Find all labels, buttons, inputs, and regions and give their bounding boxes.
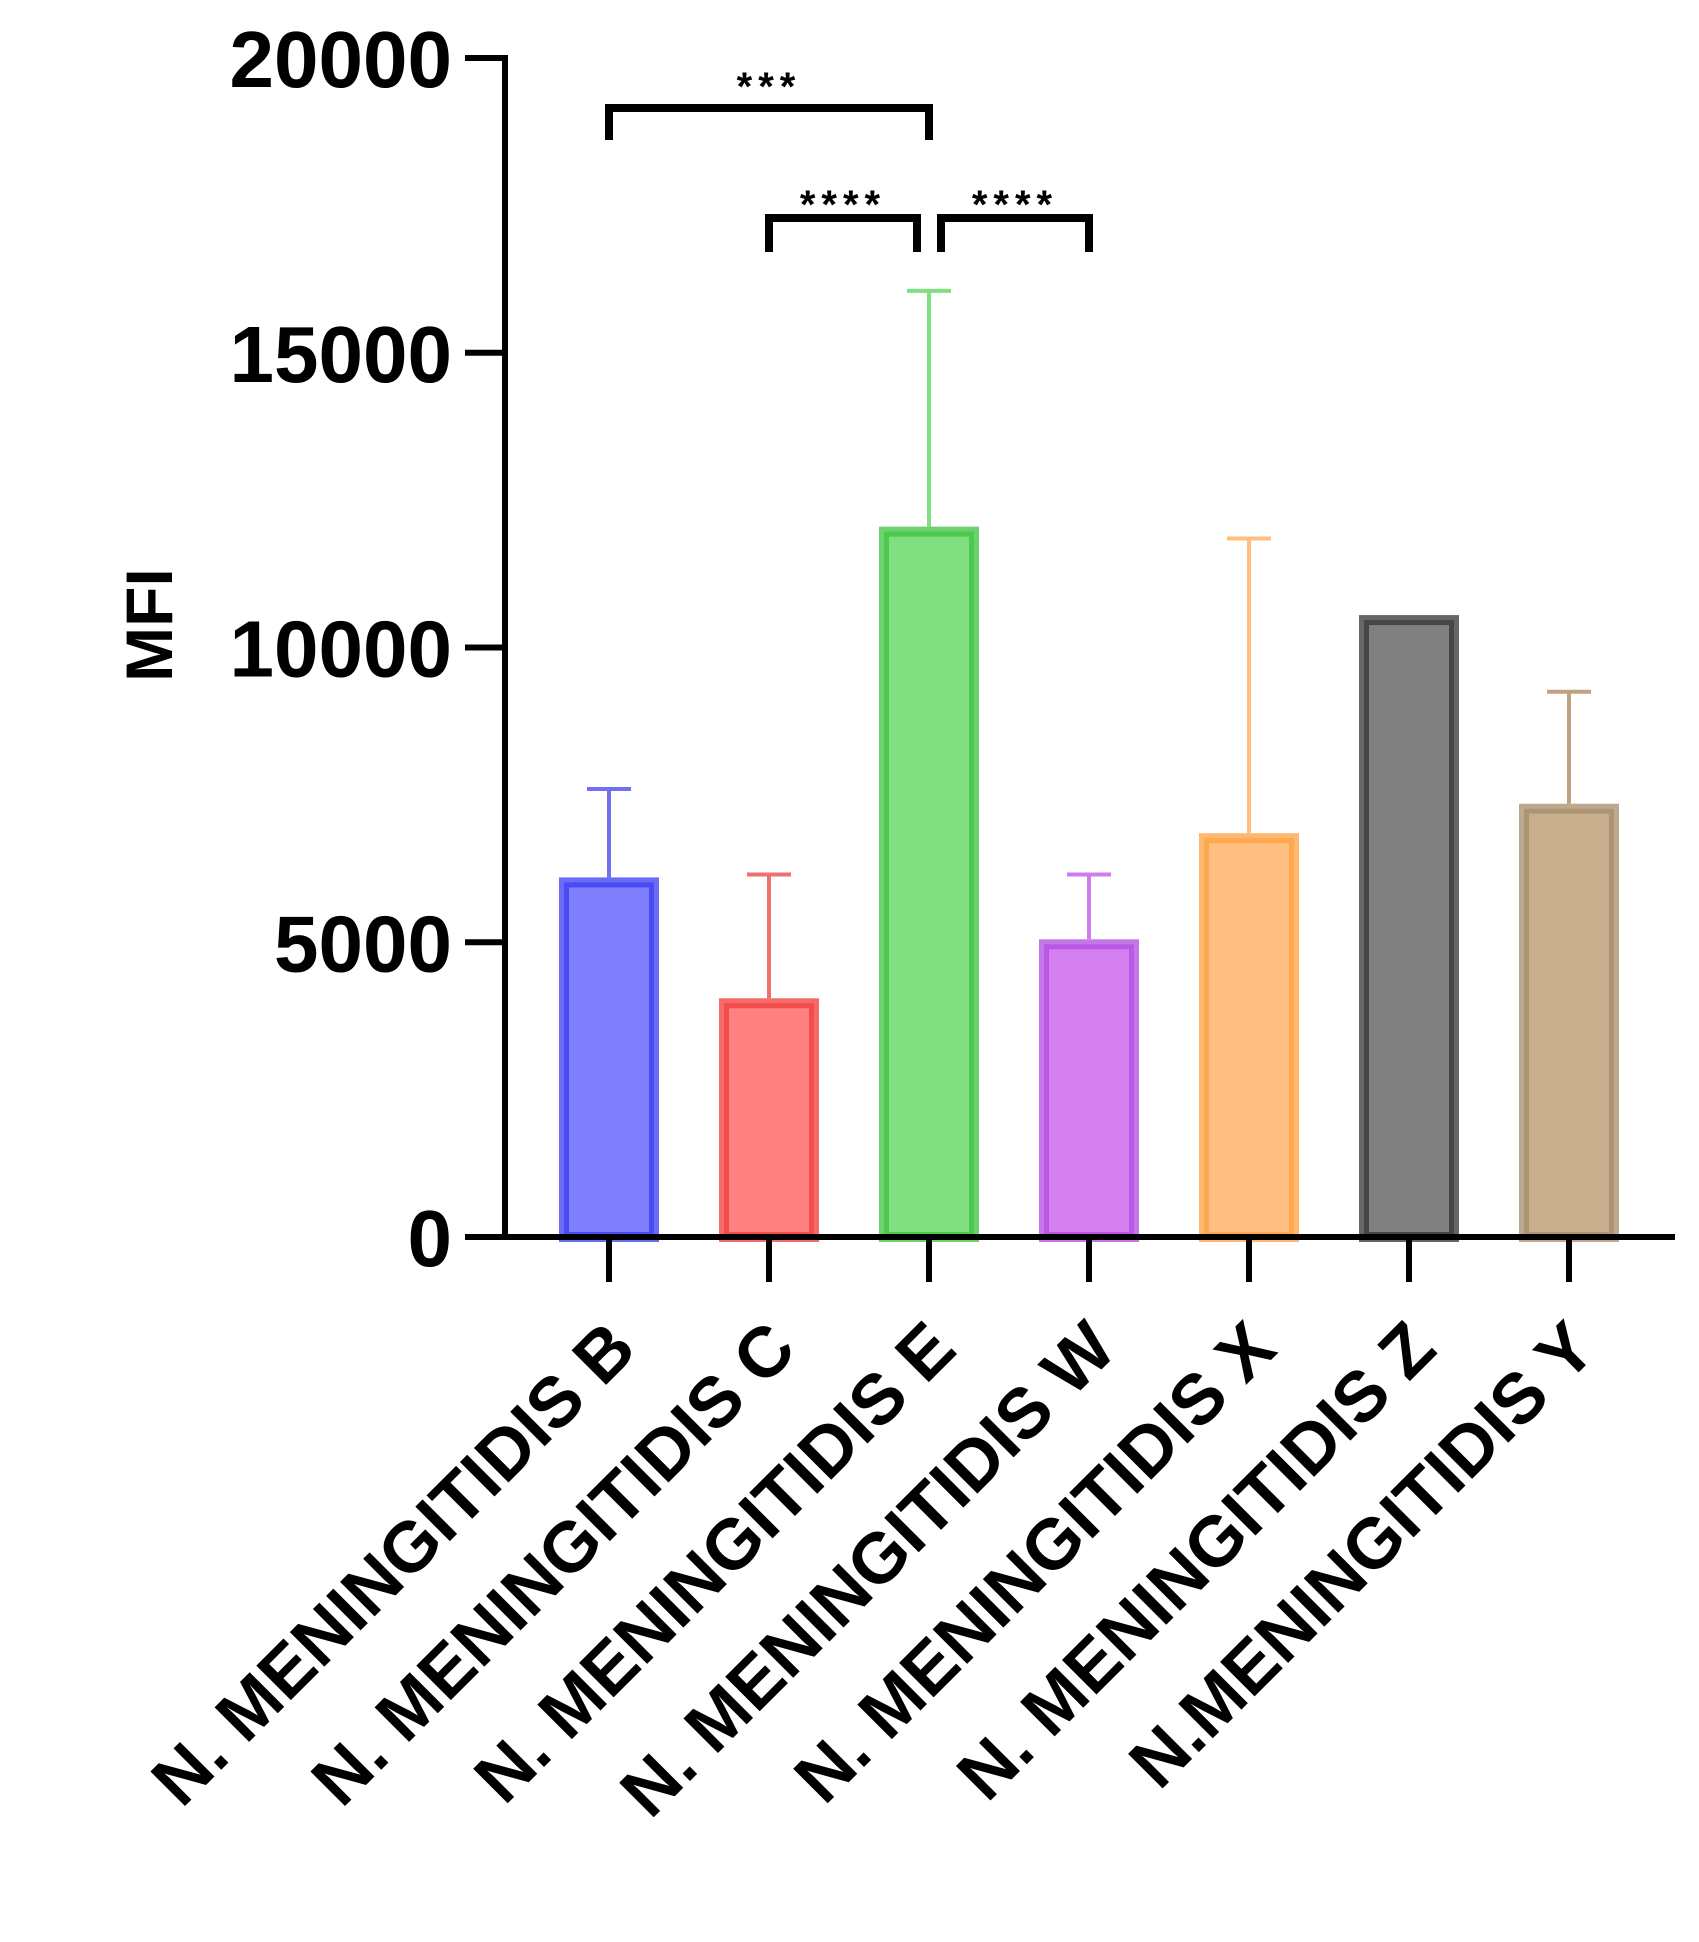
y-tick-label: 5000 <box>274 899 452 988</box>
bar <box>1359 615 1459 1242</box>
significance-bracket <box>765 214 921 252</box>
bars <box>559 526 1619 1243</box>
significance-bracket <box>605 104 933 140</box>
significance-brackets: ******* **** <box>605 65 1093 252</box>
significance-label: **** <box>972 183 1058 227</box>
bar <box>719 998 819 1242</box>
significance-label: **** <box>800 183 886 227</box>
y-axis-line <box>465 55 508 1240</box>
bar <box>1519 803 1619 1243</box>
bar <box>879 526 979 1242</box>
error-bars <box>587 288 1591 999</box>
significance-bracket <box>937 214 1093 252</box>
y-axis-title: MFI <box>112 568 186 682</box>
bar <box>1199 833 1299 1242</box>
significance-label: *** <box>737 65 802 109</box>
y-tick-label: 15000 <box>230 310 452 399</box>
x-axis-labels: N. MENINGITIDIS BN. MENINGITIDIS CN. MEN… <box>137 1307 1610 1831</box>
bar <box>1039 939 1139 1242</box>
y-tick-label: 0 <box>408 1194 453 1283</box>
bar <box>559 877 659 1243</box>
y-axis-ticks: 0 5000 10000 15000 20000 <box>230 15 505 1283</box>
y-tick-label: 10000 <box>230 605 452 694</box>
x-axis-ticks <box>606 1237 1572 1282</box>
y-tick-label: 20000 <box>230 15 452 104</box>
